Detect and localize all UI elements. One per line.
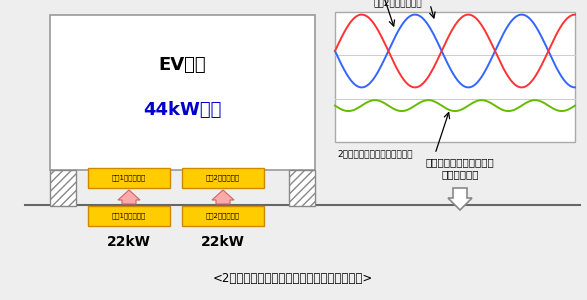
Bar xyxy=(182,168,264,188)
FancyArrow shape xyxy=(448,188,472,210)
Text: 22kW: 22kW xyxy=(201,235,245,249)
Text: 離れた地点での電磁波が
打ち消し合う: 離れた地点での電磁波が 打ち消し合う xyxy=(426,157,494,179)
Text: 系統2送電パッド: 系統2送電パッド xyxy=(206,213,240,219)
Text: 系統2受電パッド: 系統2受電パッド xyxy=(206,175,240,181)
Bar xyxy=(50,15,315,170)
Text: 22kW: 22kW xyxy=(107,235,151,249)
Bar xyxy=(335,12,575,142)
Bar xyxy=(50,170,76,206)
Text: 2系統で打ち消し合った電磁波: 2系統で打ち消し合った電磁波 xyxy=(337,149,413,158)
Text: 系統1送電パッド: 系統1送電パッド xyxy=(112,213,146,219)
Bar xyxy=(88,168,170,188)
Text: EVバス: EVバス xyxy=(158,56,206,74)
FancyArrow shape xyxy=(118,190,140,204)
Text: 系統1受電パッド: 系統1受電パッド xyxy=(112,175,146,181)
Text: 44kW受電: 44kW受電 xyxy=(143,101,222,119)
Text: <2系統での逆相送電による放射電磁波の抑制>: <2系統での逆相送電による放射電磁波の抑制> xyxy=(213,272,373,284)
FancyArrow shape xyxy=(212,190,234,204)
Bar xyxy=(182,206,264,226)
Text: 系統2からの電磁波: 系統2からの電磁波 xyxy=(373,0,421,8)
Bar xyxy=(289,170,315,206)
Bar xyxy=(88,206,170,226)
